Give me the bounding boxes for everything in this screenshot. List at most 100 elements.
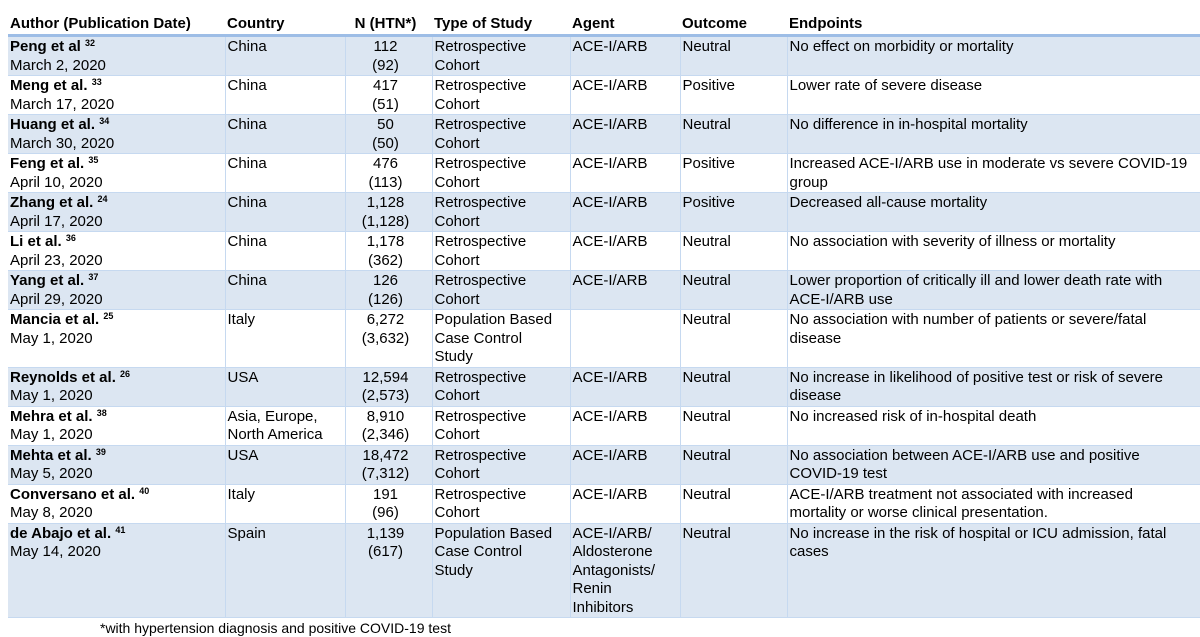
n-total: 191 bbox=[372, 485, 399, 503]
study-type: Retrospective Cohort bbox=[434, 272, 527, 308]
n-htn: (50) bbox=[372, 134, 399, 152]
n-htn: (362) bbox=[367, 251, 404, 269]
n-htn: (7,312) bbox=[361, 465, 410, 482]
header-type: Type of Study bbox=[432, 12, 570, 37]
author-name: Peng et al bbox=[10, 38, 81, 55]
outcome: Positive bbox=[682, 194, 736, 211]
outcome: Neutral bbox=[682, 446, 731, 464]
header-agent: Agent bbox=[570, 12, 680, 37]
n-htn: (3,632) bbox=[361, 329, 410, 347]
endpoints: Decreased all-cause mortality bbox=[789, 194, 988, 211]
reference-number: 36 bbox=[65, 233, 76, 243]
agent: ACE-I/ARB bbox=[572, 368, 648, 386]
author-name: Conversano et al. bbox=[10, 485, 136, 503]
outcome: Positive bbox=[682, 77, 736, 94]
reference-number: 26 bbox=[120, 368, 131, 379]
endpoints: Lower proportion of critically ill and l… bbox=[789, 272, 1163, 308]
endpoints: Increased ACE-I/ARB use in moderate vs s… bbox=[789, 155, 1188, 191]
author-name: Li et al. bbox=[10, 233, 62, 250]
country: Spain bbox=[227, 524, 266, 542]
table-row: Yang et al. 37 April 29, 2020 China 126 (126… bbox=[8, 270, 1200, 310]
endpoints: No increased risk of in-hospital death bbox=[789, 407, 1037, 425]
study-type: Retrospective Cohort bbox=[434, 485, 527, 522]
study-type: Retrospective Cohort bbox=[434, 407, 527, 444]
n-htn: (1,128) bbox=[361, 212, 410, 230]
endpoints: Lower rate of severe disease bbox=[789, 77, 983, 94]
studies-table: Author (Publication Date) Country N (HTN… bbox=[8, 12, 1200, 618]
country: China bbox=[227, 38, 267, 55]
header-row: Author (Publication Date) Country N (HTN… bbox=[8, 12, 1200, 37]
agent: ACE-I/ARB bbox=[572, 272, 648, 289]
n-htn: (96) bbox=[372, 504, 399, 521]
agent: ACE-I/ARB bbox=[572, 407, 648, 425]
n-htn: (126) bbox=[367, 290, 404, 308]
outcome: Neutral bbox=[682, 524, 731, 542]
reference-number: 38 bbox=[96, 407, 107, 418]
outcome: Neutral bbox=[682, 485, 731, 503]
reference-number: 37 bbox=[88, 272, 99, 282]
study-type: Retrospective Cohort bbox=[434, 77, 527, 113]
reference-number: 24 bbox=[97, 194, 108, 204]
table-row: Conversano et al. 40 May 8, 2020 Italy 191(… bbox=[8, 484, 1200, 524]
n-total: 476 bbox=[372, 155, 399, 172]
table-row: Mancia et al. 25 May 1, 2020 Italy 6,272 (3,… bbox=[8, 309, 1200, 368]
reference-number: 41 bbox=[115, 524, 126, 535]
footnote: *with hypertension diagnosis and positiv… bbox=[100, 620, 451, 636]
table-row: Zhang et al. 24 April 17, 2020 China 1,128(… bbox=[8, 192, 1200, 232]
publication-date: May 5, 2020 bbox=[10, 465, 93, 482]
table-row: Mehra et al. 38 May 1, 2020 Asia, Europe, … bbox=[8, 406, 1200, 446]
agent: ACE-I/ARB bbox=[572, 446, 648, 464]
outcome: Neutral bbox=[682, 272, 731, 289]
author-name: Meng et al. bbox=[10, 77, 88, 94]
author-name: Yang et al. bbox=[10, 272, 85, 289]
header-n: N (HTN*) bbox=[345, 12, 432, 37]
study-type: Retrospective Cohort bbox=[434, 38, 527, 74]
endpoints: No association between ACE-I/ARB use and… bbox=[789, 446, 1140, 483]
reference-number: 39 bbox=[95, 446, 106, 457]
endpoints: No association with number of patients o… bbox=[789, 311, 1147, 347]
endpoints: No difference in in-hospital mortality bbox=[789, 116, 1028, 133]
reference-number: 34 bbox=[99, 116, 110, 126]
agent: ACE-I/ARB bbox=[572, 194, 648, 211]
outcome: Neutral bbox=[682, 233, 731, 250]
country: China bbox=[227, 155, 267, 172]
author-name: Huang et al. bbox=[10, 116, 96, 133]
country: China bbox=[227, 194, 267, 211]
study-type: Retrospective Cohort bbox=[434, 446, 527, 483]
n-total: 18,472 bbox=[362, 446, 409, 464]
author-name: Feng et al. bbox=[10, 155, 85, 172]
n-total: 112 bbox=[373, 38, 398, 55]
n-total: 1,128 bbox=[366, 194, 405, 211]
country: China bbox=[227, 116, 267, 133]
publication-date: March 30, 2020 bbox=[10, 134, 115, 152]
country: China bbox=[227, 77, 267, 94]
publication-date: May 1, 2020 bbox=[10, 426, 93, 443]
n-htn: (617) bbox=[367, 543, 404, 560]
outcome: Positive bbox=[682, 155, 736, 172]
outcome: Neutral bbox=[682, 368, 731, 386]
study-type: Retrospective Cohort bbox=[434, 194, 527, 230]
reference-number: 40 bbox=[139, 485, 150, 496]
outcome: Neutral bbox=[682, 311, 731, 328]
country: USA bbox=[227, 368, 259, 386]
endpoints: No association with severity of illness … bbox=[789, 233, 1116, 250]
endpoints: No increase in likelihood of positive te… bbox=[789, 368, 1164, 405]
n-htn: (2,573) bbox=[361, 387, 410, 404]
n-htn: (2,346) bbox=[361, 426, 410, 443]
publication-date: May 1, 2020 bbox=[10, 387, 93, 404]
n-htn: (51) bbox=[372, 95, 399, 113]
agent: ACE-I/ARB bbox=[572, 233, 648, 250]
reference-number: 32 bbox=[85, 38, 96, 48]
agent: ACE-I/ARB/ Aldosterone Antagonists/ Reni… bbox=[572, 524, 656, 616]
n-total: 417 bbox=[372, 77, 399, 94]
n-htn: (92) bbox=[372, 56, 399, 74]
header-outcome: Outcome bbox=[680, 12, 787, 37]
study-type: Retrospective Cohort bbox=[434, 155, 527, 191]
agent: ACE-I/ARB bbox=[572, 38, 648, 55]
outcome: Neutral bbox=[682, 116, 731, 133]
publication-date: April 10, 2020 bbox=[10, 173, 103, 191]
author-name: Reynolds et al. bbox=[10, 368, 116, 386]
country: China bbox=[227, 233, 267, 250]
n-total: 8,910 bbox=[366, 407, 405, 425]
